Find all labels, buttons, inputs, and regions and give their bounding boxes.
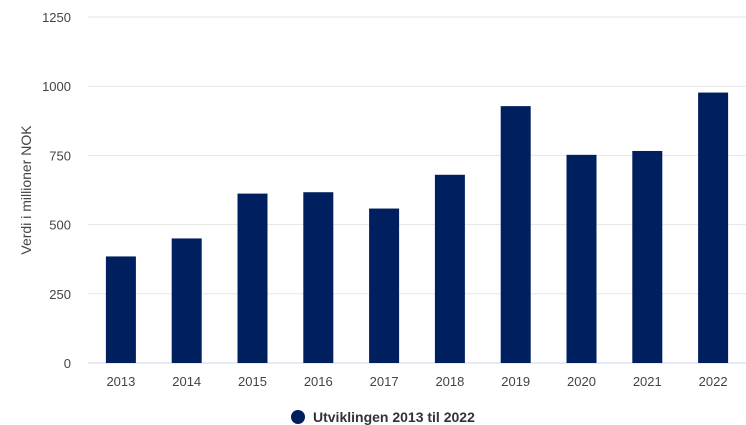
x-axis-ticks: 2013 2014 2015 2016 2017 2018 2019 2020 2021 2022	[106, 374, 727, 389]
bar-2015[interactable]	[237, 193, 268, 363]
legend-swatch	[291, 410, 305, 424]
bars	[105, 92, 729, 363]
legend: Utviklingen 2013 til 2022	[291, 409, 475, 425]
y-axis-ticks: 0 250 500 750 1000 1250	[42, 10, 71, 371]
bar-2021[interactable]	[632, 150, 663, 363]
bar-2016[interactable]	[303, 192, 334, 363]
x-tick-label: 2018	[435, 374, 464, 389]
bar-2014[interactable]	[171, 238, 202, 363]
y-tick-label: 1250	[42, 10, 71, 25]
x-tick-label: 2020	[567, 374, 596, 389]
bar-2022[interactable]	[698, 92, 729, 363]
bar-2017[interactable]	[369, 208, 400, 363]
y-tick-label: 500	[49, 218, 71, 233]
y-tick-label: 250	[49, 287, 71, 302]
x-tick-label: 2021	[633, 374, 662, 389]
y-tick-label: 750	[49, 148, 71, 163]
bar-2020[interactable]	[566, 154, 597, 363]
x-tick-label: 2016	[304, 374, 333, 389]
x-tick-label: 2015	[238, 374, 267, 389]
x-tick-label: 2017	[370, 374, 399, 389]
x-tick-label: 2022	[699, 374, 728, 389]
y-tick-label: 1000	[42, 79, 71, 94]
bar-2018[interactable]	[434, 174, 465, 363]
x-tick-label: 2013	[106, 374, 135, 389]
x-tick-label: 2014	[172, 374, 201, 389]
x-tick-label: 2019	[501, 374, 530, 389]
bar-2019[interactable]	[500, 106, 531, 363]
legend-label: Utviklingen 2013 til 2022	[313, 409, 475, 425]
y-tick-label: 0	[64, 356, 71, 371]
bar-2013[interactable]	[105, 256, 136, 363]
y-axis-label: Verdi i millioner NOK	[18, 125, 34, 255]
